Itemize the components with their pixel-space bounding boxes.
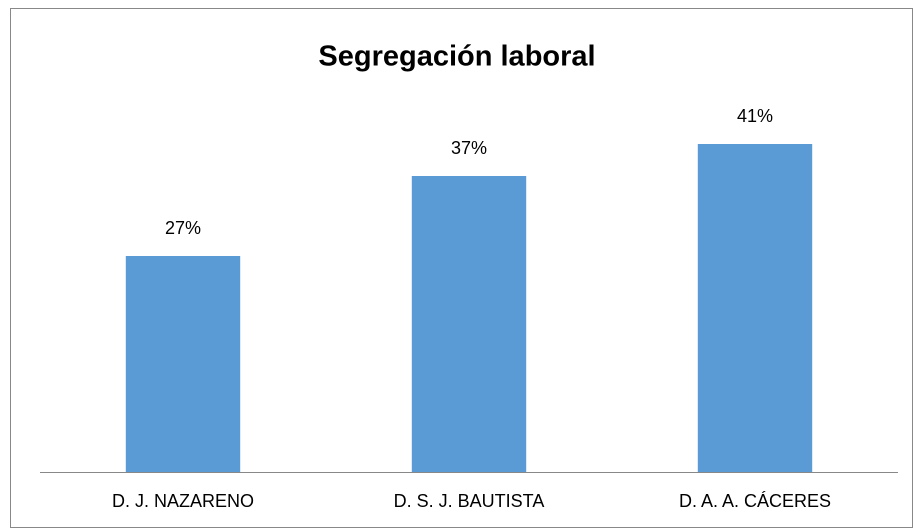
- data-label: 37%: [451, 138, 487, 158]
- bar: [411, 176, 527, 472]
- data-label: 27%: [165, 218, 201, 238]
- x-tick-label: D. A. A. CÁCERES: [679, 491, 831, 511]
- x-tick-label: D. J. NAZARENO: [112, 491, 254, 511]
- bar: [697, 144, 813, 472]
- x-tick-label: D. S. J. BAUTISTA: [394, 491, 545, 511]
- data-label: 41%: [737, 106, 773, 126]
- chart-title: Segregación laboral: [318, 41, 595, 73]
- bar: [125, 256, 241, 472]
